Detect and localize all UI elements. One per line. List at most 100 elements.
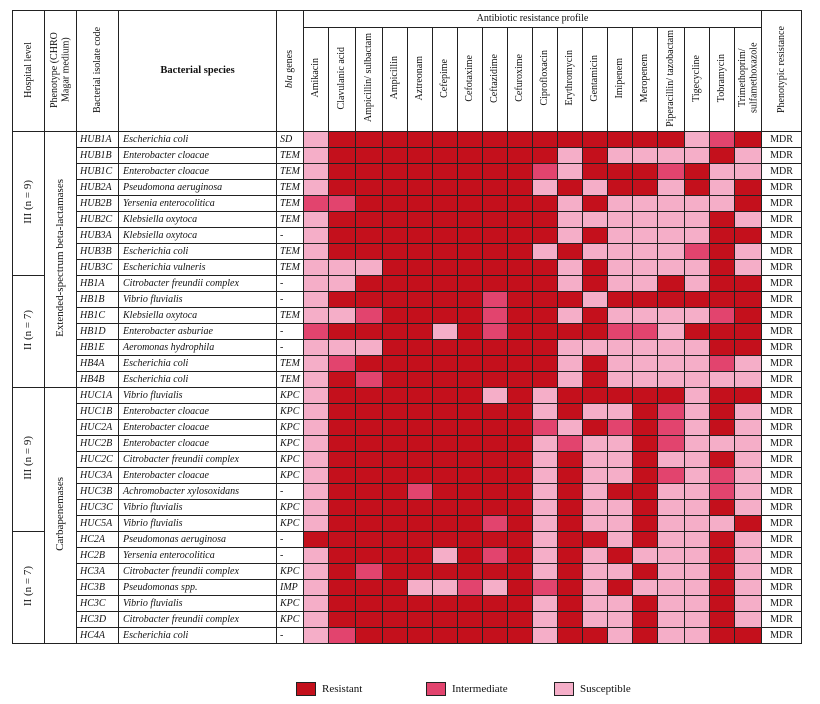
resistance-cell: [382, 307, 408, 324]
resistance-cell: [684, 275, 710, 292]
antibiotic-header: Ceftazidime: [482, 27, 508, 132]
resistance-cell: [632, 403, 658, 420]
resistance-cell: [382, 563, 408, 580]
resistance-cell: [382, 131, 408, 148]
bla-gene: TEM: [276, 355, 304, 372]
resistance-cell: [328, 291, 356, 308]
resistance-cell: [709, 435, 735, 452]
resistance-cell: [557, 595, 583, 612]
isolate-code: HUC2C: [76, 451, 119, 468]
table-row: HUB3C Escherichia vulneris TEM MDR: [13, 259, 802, 276]
resistance-cell: [657, 163, 685, 180]
resistance-cell: [507, 531, 533, 548]
resistance-cell: [557, 515, 583, 532]
antibiotic-header: Meropenem: [632, 27, 658, 132]
resistance-cell: [532, 131, 558, 148]
resistance-cell: [557, 547, 583, 564]
resistance-cell: [303, 435, 329, 452]
resistance-cell: [507, 595, 533, 612]
resistance-cell: [382, 419, 408, 436]
resistance-cell: [432, 579, 458, 596]
resistance-cell: [355, 355, 383, 372]
resistance-cell: [407, 627, 433, 644]
table-row: III (n = 9) Carbapenemases HUC1A Vibrio flu…: [12, 387, 802, 644]
resistance-cell: [684, 467, 710, 484]
resistance-cell: [532, 499, 558, 516]
resistance-cell: [709, 339, 735, 356]
resistance-cell: [482, 419, 508, 436]
resistance-cell: [407, 515, 433, 532]
resistance-cell: [734, 307, 762, 324]
bla-gene: -: [276, 227, 304, 244]
species-name: Klebsiella oxytoca: [118, 307, 277, 324]
resistance-cell: [734, 179, 762, 196]
resistance-cell: [532, 275, 558, 292]
resistance-cell: [328, 227, 356, 244]
table-row: HUC5A Vibrio fluvialis KPC MDR: [13, 515, 802, 532]
resistance-cell: [457, 179, 483, 196]
resistance-cell: [482, 291, 508, 308]
resistance-cell: [482, 227, 508, 244]
resistance-cell: [632, 419, 658, 436]
resistance-cell: [607, 579, 633, 596]
resistance-cell: [432, 467, 458, 484]
resistance-cell: [303, 291, 329, 308]
species-name: Pseudomonas aeruginosa: [118, 531, 277, 548]
bla-gene: KPC: [276, 563, 304, 580]
resistance-cell: [457, 499, 483, 516]
table-row: HUC2B Enterobacter cloacae KPC MDR: [13, 435, 802, 452]
resistance-cell: [632, 259, 658, 276]
phenotypic-resistance: MDR: [761, 179, 802, 196]
resistance-cell: [328, 499, 356, 516]
resistance-cell: [684, 211, 710, 228]
resistance-cell: [532, 387, 558, 404]
resistance-cell: [457, 243, 483, 260]
resistance-cell: [457, 275, 483, 292]
resistance-cell: [532, 243, 558, 260]
resistance-cell: [657, 595, 685, 612]
antibiotic-header: Cefotaxime: [457, 27, 483, 132]
resistance-cell: [432, 211, 458, 228]
resistance-cell: [328, 179, 356, 196]
resistance-cell: [532, 291, 558, 308]
resistance-cell: [607, 611, 633, 628]
resistance-cell: [532, 515, 558, 532]
table-row: HUC1B Enterobacter cloacae KPC MDR: [13, 403, 802, 420]
resistance-cell: [582, 243, 608, 260]
species-name: Vibrio fluvialis: [118, 291, 277, 308]
resistance-cell: [457, 147, 483, 164]
resistance-cell: [303, 371, 329, 388]
resistance-cell: [457, 515, 483, 532]
resistance-cell: [328, 387, 356, 404]
resistance-cell: [582, 355, 608, 372]
resistance-cell: [507, 147, 533, 164]
isolate-code: HC4A: [76, 627, 119, 644]
resistance-cell: [507, 211, 533, 228]
resistance-cell: [355, 339, 383, 356]
resistance-cell: [557, 243, 583, 260]
resistance-cell: [482, 371, 508, 388]
resistance-cell: [407, 595, 433, 612]
resistance-cell: [657, 387, 685, 404]
table-row: HB4B Escherichia coli TEM MDR: [13, 371, 802, 388]
resistance-cell: [457, 259, 483, 276]
species-name: Klebsiella oxytoca: [118, 227, 277, 244]
resistance-cell: [734, 419, 762, 436]
resistance-cell: [532, 323, 558, 340]
isolate-code: HC2B: [76, 547, 119, 564]
resistance-cell: [632, 467, 658, 484]
resistant-swatch: [296, 682, 316, 696]
resistance-cell: [734, 371, 762, 388]
species-name: Escherichia coli: [118, 627, 277, 644]
resistance-cell: [303, 211, 329, 228]
resistance-cell: [303, 547, 329, 564]
resistant-label: Resistant: [322, 683, 363, 695]
resistance-cell: [328, 323, 356, 340]
resistance-cell: [607, 211, 633, 228]
resistance-cell: [632, 291, 658, 308]
resistance-cell: [507, 611, 533, 628]
resistance-cell: [657, 419, 685, 436]
resistance-cell: [407, 131, 433, 148]
resistance-cell: [582, 531, 608, 548]
isolate-code: HC3B: [76, 579, 119, 596]
